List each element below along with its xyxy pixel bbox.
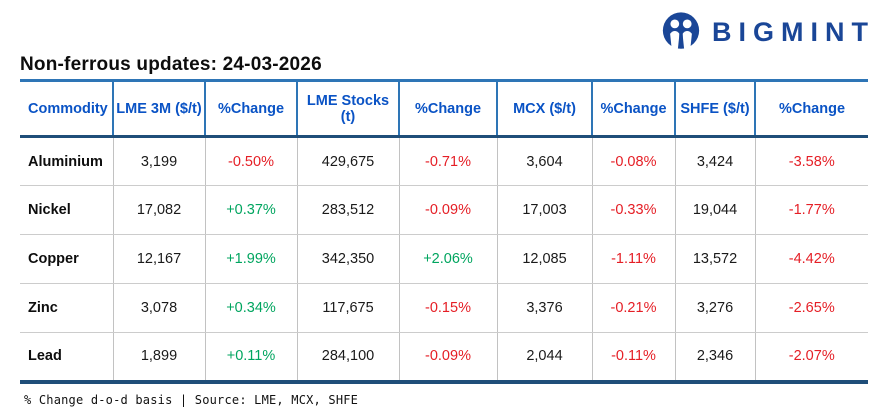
change-cell: +0.11% (204, 332, 297, 382)
col-header-lme-3m-change: %Change (204, 80, 297, 138)
col-header-lme-3m: LME 3M ($/t) (112, 80, 205, 138)
value-cell: 342,350 (296, 234, 399, 284)
value-cell: 429,675 (296, 136, 399, 186)
table-row-zinc: Zinc 3,078 +0.34% 117,675 -0.15% 3,376 -… (20, 283, 868, 333)
commodity-cell: Zinc (20, 283, 113, 333)
value-cell: 17,003 (496, 185, 592, 235)
change-cell: -4.42% (754, 234, 868, 284)
value-cell: 283,512 (296, 185, 399, 235)
change-cell: -3.58% (754, 136, 868, 186)
table-row-aluminium: Aluminium 3,199 -0.50% 429,675 -0.71% 3,… (20, 136, 868, 186)
source-note: % Change d-o-d basis | Source: LME, MCX,… (24, 392, 359, 407)
value-cell: 3,424 (674, 136, 755, 186)
change-cell: -0.15% (398, 283, 497, 333)
change-cell: -0.71% (398, 136, 497, 186)
col-header-mcx: MCX ($/t) (496, 80, 592, 138)
value-cell: 3,199 (112, 136, 205, 186)
commodity-cell: Nickel (20, 185, 113, 235)
change-cell: -1.11% (591, 234, 675, 284)
bigmint-logo: BIGMINT (660, 11, 875, 53)
change-cell: +0.37% (204, 185, 297, 235)
change-cell: -0.09% (398, 332, 497, 382)
change-cell: -2.07% (754, 332, 868, 382)
col-header-mcx-change: %Change (591, 80, 675, 138)
col-header-lme-stocks-change: %Change (398, 80, 497, 138)
commodity-cell: Aluminium (20, 136, 113, 186)
value-cell: 17,082 (112, 185, 205, 235)
value-cell: 117,675 (296, 283, 399, 333)
header-row: Commodity LME 3M ($/t) %Change LME Stock… (20, 80, 868, 138)
value-cell: 2,044 (496, 332, 592, 382)
table-row-copper: Copper 12,167 +1.99% 342,350 +2.06% 12,0… (20, 234, 868, 284)
value-cell: 1,899 (112, 332, 205, 382)
change-cell: +0.34% (204, 283, 297, 333)
value-cell: 12,085 (496, 234, 592, 284)
change-cell: -1.77% (754, 185, 868, 235)
table-row-nickel: Nickel 17,082 +0.37% 283,512 -0.09% 17,0… (20, 185, 868, 235)
value-cell: 3,276 (674, 283, 755, 333)
brand-wordmark: BIGMINT (712, 16, 875, 47)
change-cell: -0.08% (591, 136, 675, 186)
commodity-price-table: Commodity LME 3M ($/t) %Change LME Stock… (20, 79, 868, 384)
value-cell: 284,100 (296, 332, 399, 382)
value-cell: 2,346 (674, 332, 755, 382)
value-cell: 13,572 (674, 234, 755, 284)
col-header-shfe: SHFE ($/t) (674, 80, 755, 138)
value-cell: 3,376 (496, 283, 592, 333)
commodity-cell: Lead (28, 348, 62, 365)
change-cell: +2.06% (398, 234, 497, 284)
col-header-lme-stocks: LME Stocks (t) (296, 80, 399, 138)
page-title: Non-ferrous updates: 24-03-2026 (20, 54, 322, 75)
change-cell: -2.65% (754, 283, 868, 333)
value-cell: 3,078 (112, 283, 205, 333)
col-header-commodity: Commodity (20, 80, 113, 138)
change-cell: -0.11% (591, 332, 675, 382)
value-cell: 3,604 (496, 136, 592, 186)
value-cell: 12,167 (112, 234, 205, 284)
change-cell: -0.09% (398, 185, 497, 235)
value-cell: 19,044 (674, 185, 755, 235)
bigmint-people-icon (662, 12, 700, 50)
table-row-lead: Lead 1,899 +0.11% 284,100 -0.09% 2,044 -… (20, 332, 868, 382)
col-header-shfe-change: %Change (754, 80, 868, 138)
change-cell: -0.21% (591, 283, 675, 333)
change-cell: -0.33% (591, 185, 675, 235)
change-cell: +1.99% (204, 234, 297, 284)
change-cell: -0.50% (204, 136, 297, 186)
commodity-cell: Copper (20, 234, 113, 284)
